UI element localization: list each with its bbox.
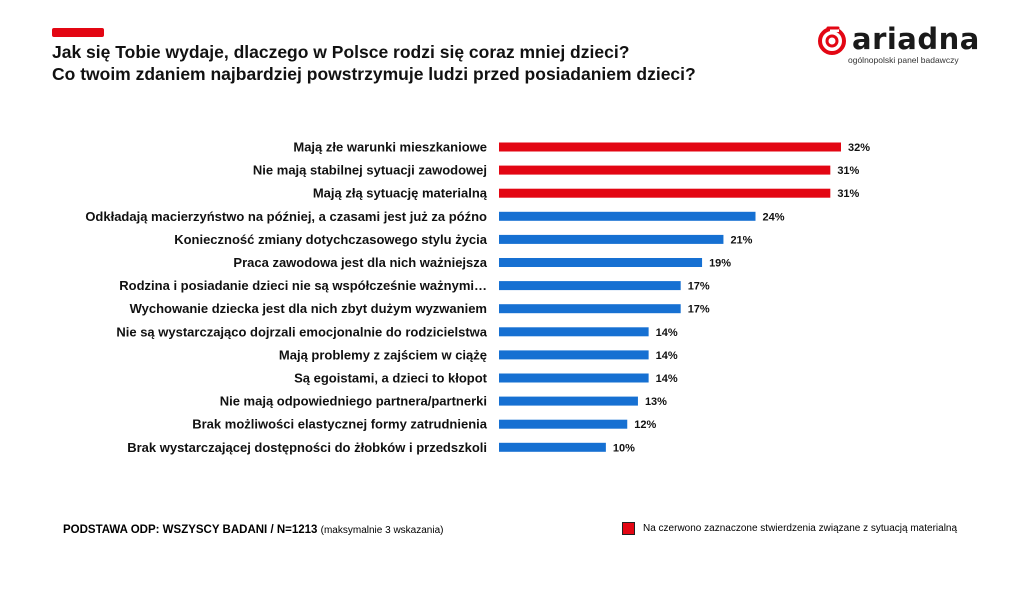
value-label: 14% xyxy=(656,327,678,339)
bar xyxy=(499,304,681,314)
value-label: 14% xyxy=(656,350,678,362)
logo-name: ariadna xyxy=(852,22,980,56)
category-label: Mają złe warunki mieszkaniowe xyxy=(293,140,487,155)
base-note: (maksymalnie 3 wskazania) xyxy=(320,525,444,536)
value-label: 32% xyxy=(848,142,870,154)
value-label: 17% xyxy=(688,281,710,293)
category-label: Mają złą sytuację materialną xyxy=(313,186,488,201)
bar xyxy=(499,350,649,360)
title-line-1: Jak się Tobie wydaje, dlaczego w Polsce … xyxy=(52,42,630,62)
category-label: Nie mają odpowiedniego partnera/partnerk… xyxy=(220,394,487,409)
bar xyxy=(499,281,681,291)
value-label: 19% xyxy=(709,258,731,270)
bar xyxy=(499,258,703,267)
accent-bar xyxy=(52,28,104,37)
logo-tagline: ogólnopolski panel badawczy xyxy=(848,55,959,65)
value-label: 13% xyxy=(645,396,667,408)
bar xyxy=(499,234,724,244)
value-label: 21% xyxy=(730,234,752,246)
bar xyxy=(499,396,638,406)
bar xyxy=(499,165,831,175)
ariadna-logo-icon xyxy=(818,24,846,55)
category-label: Odkładają macierzyństwo na później, a cz… xyxy=(85,209,487,224)
bar xyxy=(499,327,649,337)
category-label: Są egoistami, a dzieci to kłopot xyxy=(294,371,488,386)
category-label: Nie są wystarczająco dojrzali emocjonaln… xyxy=(116,324,487,339)
bar xyxy=(499,373,649,383)
value-label: 12% xyxy=(634,419,656,431)
category-label: Brak możliwości elastycznej formy zatrud… xyxy=(192,417,488,432)
value-label: 14% xyxy=(656,373,678,385)
bar xyxy=(499,188,831,198)
ariadna-logo: ariadna ogólnopolski panel badawczy xyxy=(816,22,979,72)
chart-title: Jak się Tobie wydaje, dlaczego w Polsce … xyxy=(52,41,696,85)
category-label: Praca zawodowa jest dla nich ważniejsza xyxy=(233,255,487,270)
value-label: 31% xyxy=(837,165,859,177)
bar xyxy=(499,442,606,452)
value-label: 24% xyxy=(763,211,785,223)
category-label: Konieczność zmiany dotychczasowego stylu… xyxy=(174,232,488,247)
category-label: Rodzina i posiadanie dzieci nie są współ… xyxy=(119,278,487,293)
category-label: Mają problemy z zajściem w ciążę xyxy=(279,347,487,362)
category-label: Brak wystarczającej dostępności do żłobk… xyxy=(127,440,487,455)
bar xyxy=(499,211,756,221)
base-text: PODSTAWA ODP: WSZYSCY BADANI / N=1213 xyxy=(63,524,318,536)
value-label: 17% xyxy=(688,304,710,316)
legend: Na czerwono zaznaczone stwierdzenia zwią… xyxy=(622,522,957,535)
bar xyxy=(499,142,841,152)
legend-label: Na czerwono zaznaczone stwierdzenia zwią… xyxy=(643,523,958,534)
footer-base: PODSTAWA ODP: WSZYSCY BADANI / N=1213 (m… xyxy=(63,524,443,536)
legend-swatch xyxy=(622,522,635,535)
title-line-2: Co twoim zdaniem najbardziej powstrzymuj… xyxy=(52,64,696,84)
category-label: Nie mają stabilnej sytuacji zawodowej xyxy=(253,163,487,178)
value-label: 10% xyxy=(613,442,635,454)
value-label: 31% xyxy=(837,188,859,200)
category-label: Wychowanie dziecka jest dla nich zbyt du… xyxy=(130,301,487,316)
bar xyxy=(499,419,628,429)
